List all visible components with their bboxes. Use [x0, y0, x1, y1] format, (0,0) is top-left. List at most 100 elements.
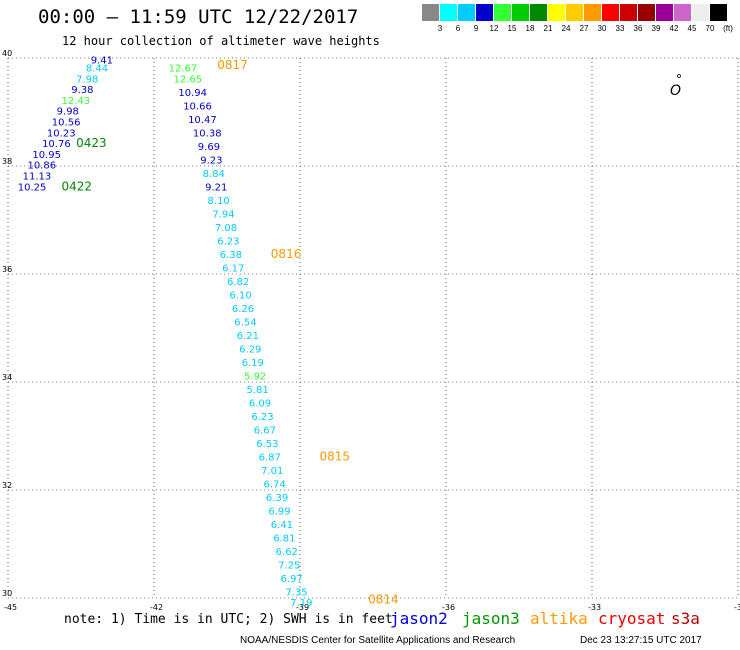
- pass-time-label: 0423: [76, 136, 107, 150]
- pass-time-label: 0422: [62, 179, 93, 193]
- y-tick-label: 36: [2, 265, 12, 274]
- y-tick-label: 38: [2, 157, 12, 166]
- chart-subtitle: 12 hour collection of altimeter wave hei…: [62, 34, 380, 48]
- wave-height-value: 9.41: [91, 55, 113, 66]
- station-dot: [677, 74, 681, 78]
- legend-swatch: [548, 4, 565, 21]
- legend-swatch: [638, 4, 655, 21]
- x-tick-label: -30: [734, 603, 740, 612]
- wave-height-value: 6.99: [268, 506, 290, 517]
- wave-height-value: 10.66: [183, 101, 212, 112]
- x-tick-label: -33: [588, 603, 601, 612]
- legend-label: 18: [525, 24, 535, 33]
- wave-height-value: 6.23: [251, 412, 273, 423]
- legend-swatch: [422, 4, 439, 21]
- wave-height-value: 6.97: [281, 574, 303, 585]
- legend-swatch: [692, 4, 709, 21]
- wave-height-value: 5.92: [244, 371, 266, 382]
- legend-label: 36: [633, 24, 643, 33]
- axis-ticks: -45 -42 -39 -36 -33 -30 30 32 34 36 38 40: [2, 49, 740, 612]
- legend-label: 21: [543, 24, 553, 33]
- legend-label: 15: [507, 24, 517, 33]
- wave-height-value: 10.25: [18, 182, 47, 193]
- wave-height-value: 10.76: [42, 139, 71, 150]
- wave-height-value: 6.09: [249, 398, 271, 409]
- pass-time-label: 0816: [271, 247, 302, 261]
- credit-line: NOAA/NESDIS Center for Satellite Applica…: [240, 635, 516, 646]
- wave-height-value: 7.08: [215, 223, 237, 234]
- y-tick-label: 30: [2, 589, 12, 598]
- y-tick-label: 34: [2, 373, 12, 382]
- legend-label: 3: [437, 24, 443, 33]
- footer-note: note: 1) Time is in UTC; 2) SWH is in fe…: [64, 612, 393, 627]
- y-tick-label: 32: [2, 481, 12, 490]
- wave-height-value: 6.19: [242, 358, 264, 369]
- legend-label: 42: [669, 24, 679, 33]
- legend-swatch: [584, 4, 601, 21]
- wave-height-labels: 9.418.447.989.3812.439.9810.5610.2310.76…: [18, 55, 313, 609]
- pass-time-label: 0817: [217, 58, 248, 72]
- x-tick-label: -39: [296, 603, 309, 612]
- wave-height-value: 7.25: [278, 560, 300, 571]
- chart-title: 00:00 – 11:59 UTC 12/22/2017: [38, 6, 359, 28]
- y-tick-label: 40: [2, 49, 12, 58]
- legend-label: 9: [473, 24, 479, 33]
- legend-swatch: [602, 4, 619, 21]
- satellite-jason3: jason3: [462, 609, 520, 628]
- wave-height-value: 7.35: [285, 587, 307, 598]
- legend-label: 27: [579, 24, 589, 33]
- legend-swatch: [566, 4, 583, 21]
- legend-swatch: [656, 4, 673, 21]
- wave-height-value: 6.54: [234, 317, 256, 328]
- wave-height-value: 7.98: [76, 74, 98, 85]
- wave-height-value: 6.17: [222, 263, 244, 274]
- grid-lines: [7, 57, 739, 599]
- wave-height-value: 6.26: [232, 304, 254, 315]
- wave-height-value: 10.56: [52, 118, 81, 129]
- wave-height-value: 6.38: [220, 250, 242, 261]
- wave-height-value: 10.94: [178, 88, 207, 99]
- x-tick-label: -45: [4, 603, 17, 612]
- wave-height-value: 7.01: [261, 466, 283, 477]
- wave-height-value: 8.10: [208, 196, 230, 207]
- wave-height-value: 8.44: [86, 64, 108, 75]
- pass-labels: 0817 0816 0815 0814 0423 0422: [62, 58, 399, 607]
- legend-label: 45: [687, 24, 697, 33]
- legend-swatch: [440, 4, 457, 21]
- wave-height-value: 11.13: [23, 172, 52, 183]
- legend-swatch: [494, 4, 511, 21]
- wave-height-value: 7.19: [290, 598, 312, 609]
- wave-height-value: 6.29: [239, 344, 261, 355]
- legend-swatch: [530, 4, 547, 21]
- wave-height-value: 12.43: [62, 96, 91, 107]
- x-tick-label: -36: [442, 603, 455, 612]
- wave-height-value: 9.38: [71, 85, 93, 96]
- pass-time-label: 0814: [368, 592, 399, 606]
- wave-height-value: 6.39: [266, 493, 288, 504]
- wave-height-value: 6.41: [271, 520, 293, 531]
- wave-height-value: 9.23: [200, 155, 222, 166]
- legend-label: 12: [489, 24, 499, 33]
- wave-height-value: 6.81: [273, 533, 295, 544]
- wave-height-value: 9.21: [205, 182, 227, 193]
- generated-timestamp: Dec 23 13:27:15 UTC 2017: [580, 635, 702, 646]
- wave-height-value: 10.38: [193, 128, 222, 139]
- wave-height-value: 5.81: [246, 385, 268, 396]
- wave-height-value: 6.23: [217, 236, 239, 247]
- legend-label: 39: [651, 24, 661, 33]
- legend-label: 6: [455, 24, 461, 33]
- legend-label: 30: [597, 24, 607, 33]
- wave-height-value: 12.67: [169, 64, 198, 75]
- satellite-s3a: s3a: [671, 609, 700, 628]
- legend-swatch: [710, 4, 727, 21]
- wave-height-value: 6.10: [229, 290, 251, 301]
- wave-height-value: 10.86: [27, 161, 56, 172]
- satellite-cryosat: cryosat: [598, 609, 666, 628]
- pass-time-label: 0815: [319, 449, 350, 463]
- satellite-altika: altika: [530, 609, 588, 628]
- legend-label: 24: [561, 24, 571, 33]
- legend-swatch: [512, 4, 529, 21]
- legend-swatch: [476, 4, 493, 21]
- legend-label: (ft): [723, 24, 733, 33]
